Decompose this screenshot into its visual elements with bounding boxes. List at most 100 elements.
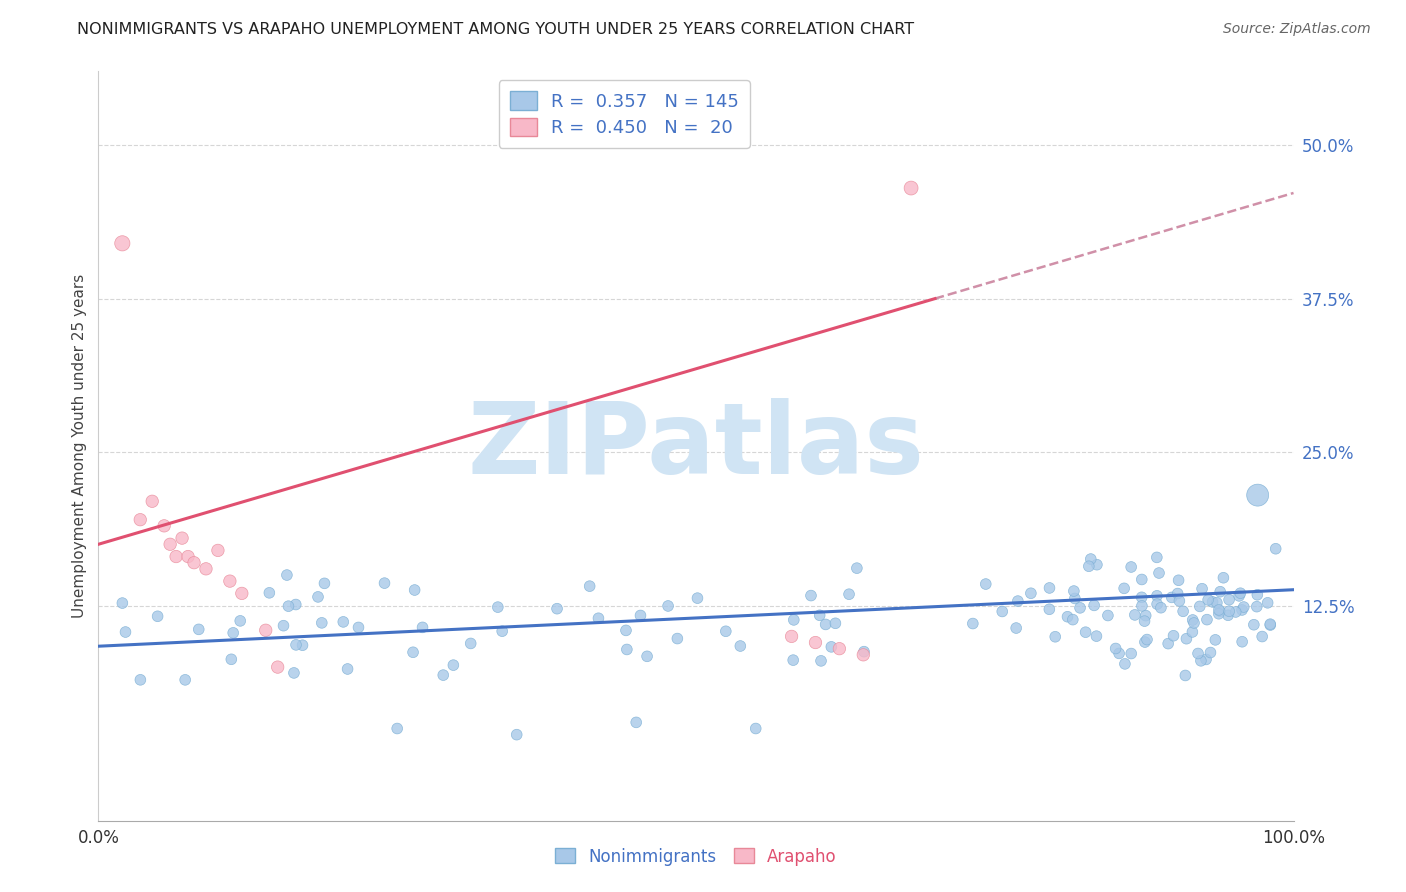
Point [1243, 617, 1265, 632]
Point [1216, 608, 1239, 623]
Point [373, 576, 395, 591]
Point [1205, 596, 1227, 610]
Point [1208, 603, 1230, 617]
Point [1246, 588, 1268, 602]
Point [578, 579, 600, 593]
Point [845, 561, 868, 575]
Point [1146, 589, 1168, 603]
Point [1218, 592, 1240, 607]
Point [1204, 632, 1226, 647]
Point [259, 586, 281, 600]
Point [222, 625, 245, 640]
Point [714, 624, 737, 639]
Point [800, 589, 823, 603]
Point [730, 639, 752, 653]
Point [1123, 607, 1146, 622]
Point [1171, 604, 1194, 618]
Text: ZIPatlas: ZIPatlas [468, 398, 924, 494]
Text: Source: ZipAtlas.com: Source: ZipAtlas.com [1223, 22, 1371, 37]
Point [1167, 586, 1189, 600]
Point [1097, 608, 1119, 623]
Point [153, 519, 176, 533]
Point [1258, 618, 1281, 632]
Point [1108, 647, 1130, 661]
Point [1069, 600, 1091, 615]
Point [1209, 604, 1232, 618]
Point [332, 615, 354, 629]
Point [159, 537, 181, 551]
Point [1251, 630, 1274, 644]
Point [1121, 560, 1143, 574]
Point [1233, 600, 1256, 615]
Point [277, 599, 299, 614]
Point [1157, 637, 1180, 651]
Point [616, 642, 638, 657]
Point [1147, 566, 1170, 580]
Point [146, 609, 169, 624]
Point [1258, 617, 1281, 632]
Point [1146, 597, 1168, 611]
Point [1114, 657, 1136, 671]
Point [1063, 591, 1085, 606]
Point [1130, 573, 1153, 587]
Point [991, 604, 1014, 618]
Point [1247, 488, 1270, 502]
Point [686, 591, 709, 606]
Point [1181, 624, 1204, 639]
Point [291, 638, 314, 652]
Point [808, 608, 831, 623]
Y-axis label: Unemployment Among Youth under 25 years: Unemployment Among Youth under 25 years [72, 274, 87, 618]
Point [273, 618, 295, 632]
Text: NONIMMIGRANTS VS ARAPAHO UNEMPLOYMENT AMONG YOUTH UNDER 25 YEARS CORRELATION CHA: NONIMMIGRANTS VS ARAPAHO UNEMPLOYMENT AM… [77, 22, 914, 37]
Point [207, 543, 229, 558]
Point [1045, 630, 1067, 644]
Point [820, 640, 842, 654]
Point [1056, 609, 1078, 624]
Point [636, 649, 658, 664]
Point [111, 236, 134, 251]
Point [183, 556, 205, 570]
Point [1225, 605, 1247, 619]
Point [254, 624, 277, 638]
Point [1246, 599, 1268, 614]
Point [838, 587, 860, 601]
Point [1230, 603, 1253, 617]
Point [177, 549, 200, 564]
Point [1130, 599, 1153, 613]
Point [1195, 613, 1218, 627]
Point [284, 598, 307, 612]
Point [165, 549, 187, 564]
Point [1209, 584, 1232, 599]
Point [174, 673, 197, 687]
Point [1218, 604, 1240, 618]
Point [1114, 582, 1136, 596]
Point [1181, 613, 1204, 627]
Point [657, 599, 679, 613]
Point [385, 722, 409, 736]
Point [1146, 550, 1168, 565]
Point [432, 668, 454, 682]
Point [852, 648, 875, 662]
Point [506, 728, 529, 742]
Point [1133, 614, 1156, 628]
Point [276, 568, 298, 582]
Point [1130, 591, 1153, 605]
Point [187, 623, 209, 637]
Point [1121, 647, 1143, 661]
Point [1264, 541, 1286, 556]
Point [780, 629, 803, 643]
Point [114, 625, 136, 640]
Point [267, 660, 290, 674]
Point [1191, 582, 1213, 596]
Point [311, 615, 333, 630]
Point [1187, 647, 1209, 661]
Point [1229, 586, 1251, 600]
Point [1133, 635, 1156, 649]
Point [1080, 552, 1102, 566]
Point [460, 636, 482, 650]
Point [814, 617, 837, 632]
Point [1160, 591, 1182, 605]
Point [974, 577, 997, 591]
Point [614, 624, 637, 638]
Point [1197, 592, 1219, 607]
